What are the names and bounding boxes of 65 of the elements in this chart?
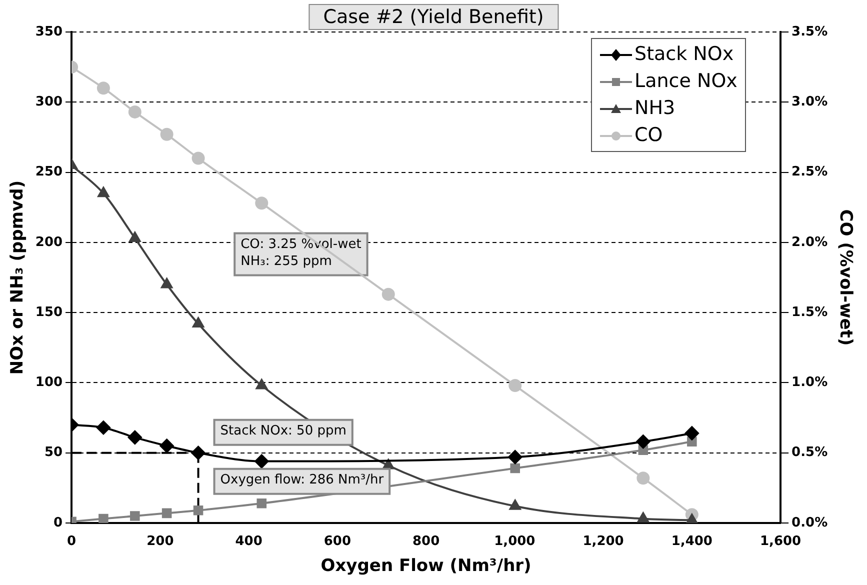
point bbox=[256, 498, 267, 508]
y-tick-label: 200 bbox=[35, 234, 63, 250]
y2-tick-label: 0.5% bbox=[792, 445, 828, 460]
y2-tick-label: 2.5% bbox=[792, 164, 828, 180]
point bbox=[96, 420, 110, 435]
point bbox=[509, 500, 521, 510]
x-tick-label: 800 bbox=[412, 534, 440, 550]
point bbox=[160, 438, 174, 453]
y2-tick-label: 2.0% bbox=[792, 234, 828, 250]
y-tick-label: 150 bbox=[35, 304, 63, 320]
point bbox=[130, 511, 140, 521]
point bbox=[192, 317, 204, 328]
point bbox=[684, 426, 699, 440]
x-tick-label: 1,200 bbox=[582, 534, 624, 550]
legend-label: Stack NOx bbox=[634, 42, 734, 67]
point bbox=[191, 446, 206, 460]
legend-label: NH3 bbox=[634, 96, 676, 121]
point bbox=[192, 152, 205, 165]
point bbox=[96, 82, 110, 95]
x-tick-label: 600 bbox=[324, 534, 351, 550]
y2-tick-label: 1.5% bbox=[792, 304, 828, 320]
point bbox=[508, 379, 522, 392]
point bbox=[128, 430, 142, 444]
x-tick-label: 1,400 bbox=[671, 534, 712, 550]
legend-label: Lance NOx bbox=[634, 69, 738, 94]
point bbox=[98, 514, 108, 523]
x-tick-label: 1,600 bbox=[760, 534, 802, 550]
x-axis-title: Oxygen Flow (Nm³/hr) bbox=[320, 556, 532, 576]
y-tick-label: 350 bbox=[35, 24, 63, 40]
point bbox=[98, 186, 110, 198]
y2-tick-label: 1.0% bbox=[792, 375, 828, 390]
point bbox=[161, 278, 173, 288]
y2-tick-label: 3.5% bbox=[792, 24, 828, 40]
x-tick-label: 200 bbox=[146, 534, 174, 550]
y-tick-label: 50 bbox=[44, 445, 63, 460]
point bbox=[508, 450, 522, 464]
x-tick-label: 0 bbox=[67, 534, 76, 550]
point bbox=[193, 505, 204, 516]
y-tick-label: 250 bbox=[35, 164, 63, 180]
legend-label: CO bbox=[634, 123, 663, 148]
y2-tick-label: 0.0% bbox=[792, 515, 828, 530]
y-tick-label: 100 bbox=[35, 375, 63, 390]
y2-axis-title: CO (%vol-wet) bbox=[835, 209, 856, 346]
ref-line-label: Oxygen flow: 286 Nm³/hr bbox=[220, 472, 384, 488]
point bbox=[128, 105, 142, 118]
point bbox=[510, 463, 520, 474]
y-axis-title: NOx or NH₃ (ppmvd) bbox=[8, 180, 28, 375]
point bbox=[382, 288, 395, 301]
x-tick-label: 400 bbox=[235, 534, 262, 550]
y-tick-label: 300 bbox=[35, 94, 63, 110]
point bbox=[129, 232, 141, 242]
point bbox=[254, 454, 269, 468]
point bbox=[255, 196, 268, 210]
chart-title: Case #2 (Yield Benefit) bbox=[308, 4, 559, 30]
point bbox=[256, 379, 268, 390]
point bbox=[636, 434, 650, 449]
point bbox=[636, 472, 650, 485]
x-tick-label: 1,000 bbox=[494, 534, 536, 550]
ref-line-label: Stack NOx: 50 ppm bbox=[220, 424, 346, 439]
annotation: CO: 3.25 %vol-wet NH₃: 255 ppm bbox=[240, 237, 362, 270]
point bbox=[637, 512, 649, 523]
point bbox=[162, 508, 172, 518]
y-tick-label: 0 bbox=[53, 515, 63, 530]
point bbox=[160, 128, 174, 141]
y2-tick-label: 3.0% bbox=[792, 94, 828, 110]
